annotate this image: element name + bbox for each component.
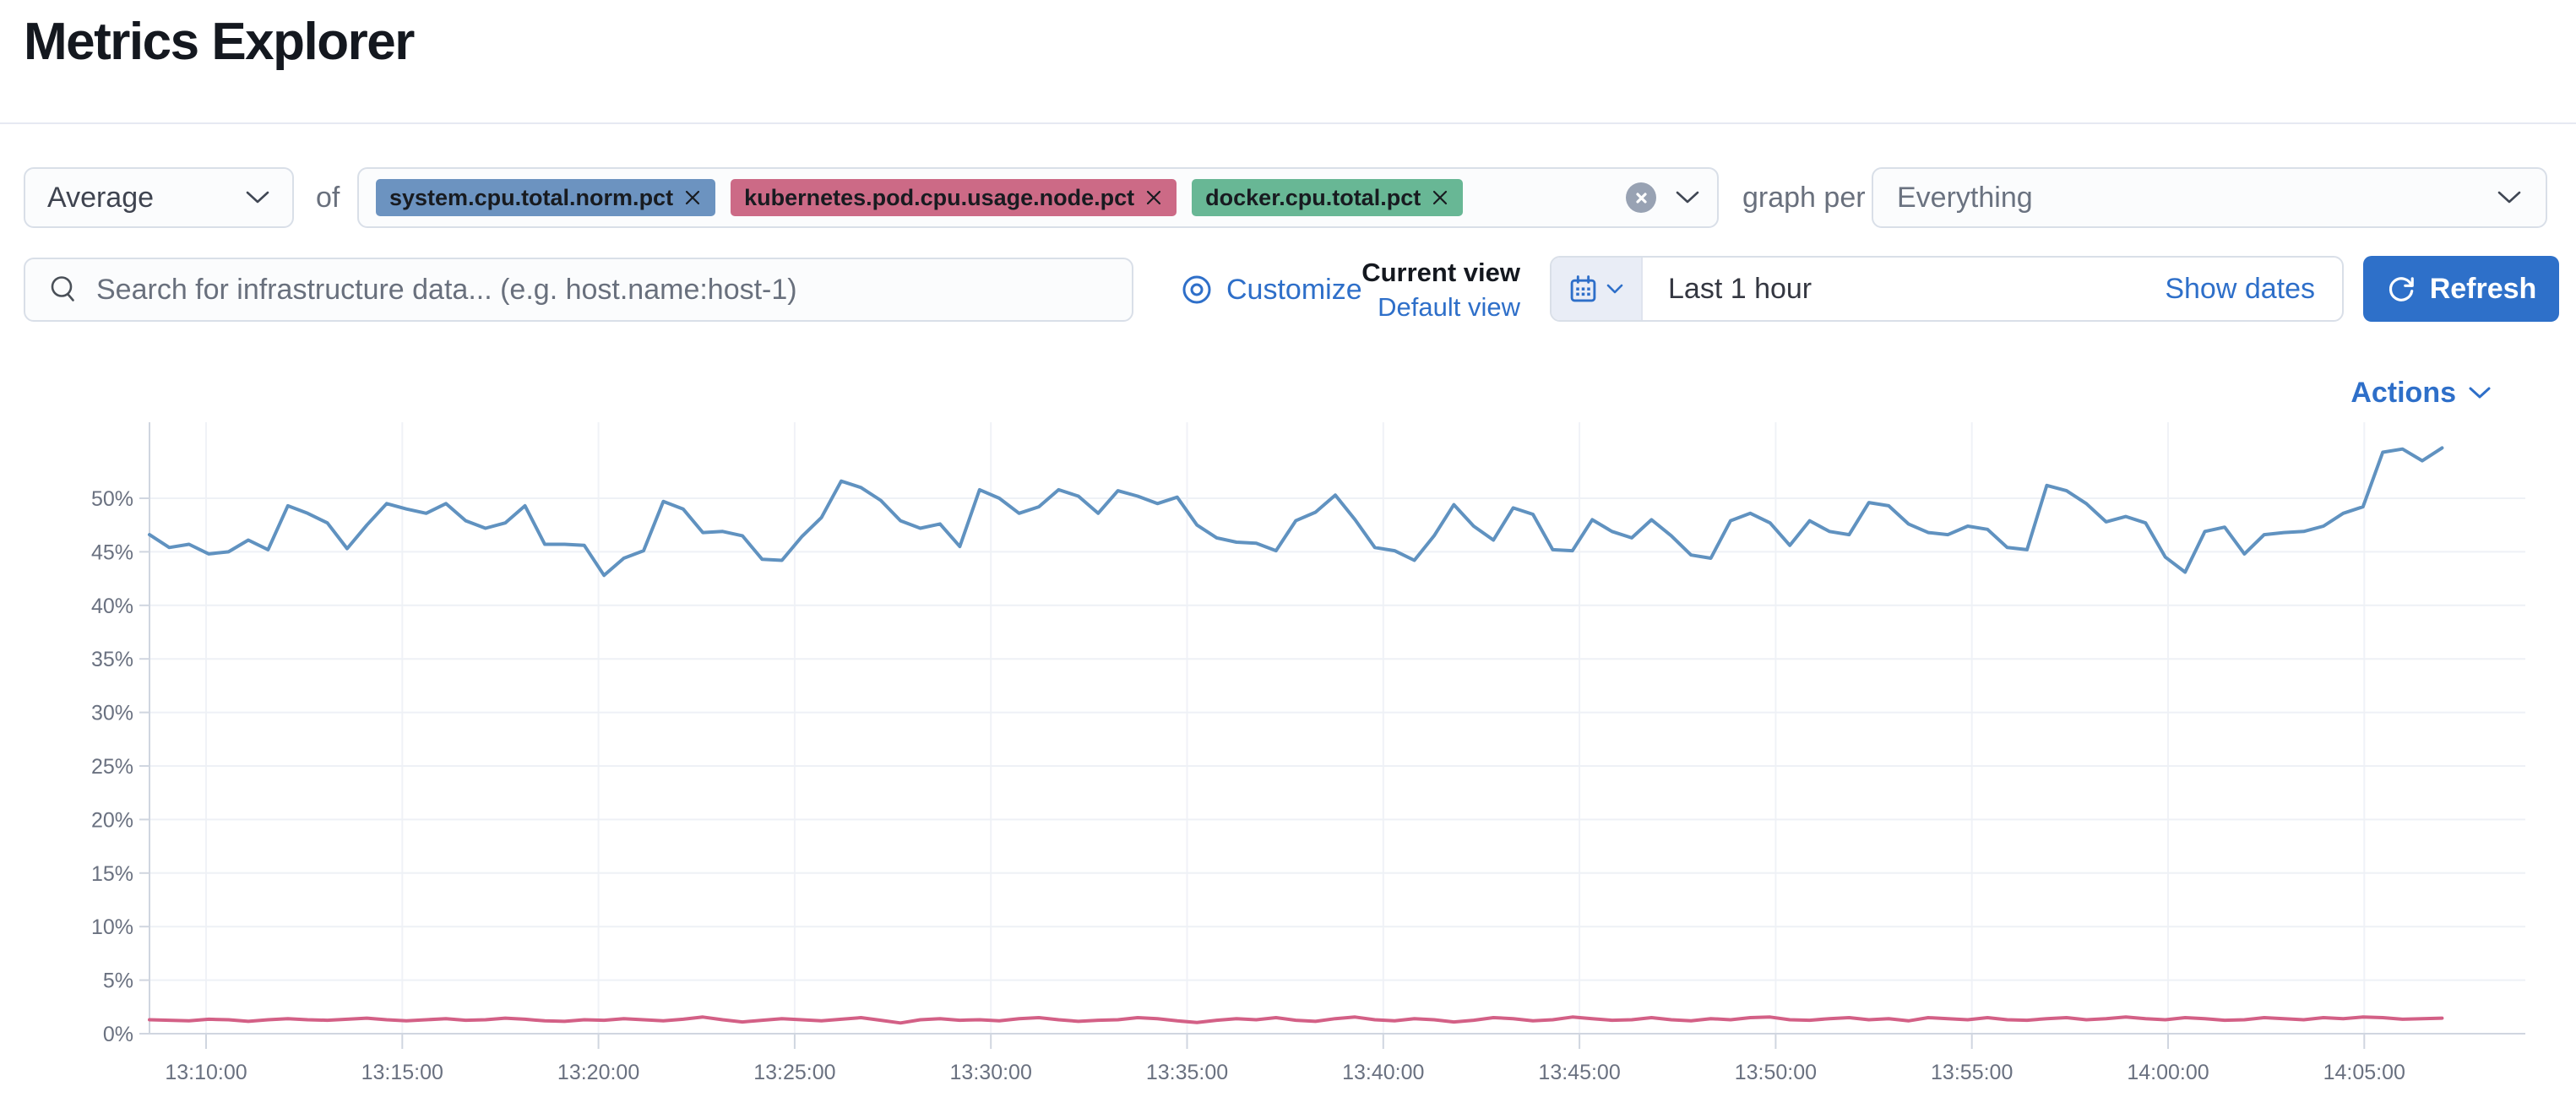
graph-per-label: graph per: [1742, 181, 1866, 214]
metrics-combobox[interactable]: system.cpu.total.norm.pct kubernetes.pod…: [357, 167, 1719, 228]
of-label: of: [316, 181, 340, 214]
svg-text:13:40:00: 13:40:00: [1342, 1061, 1424, 1084]
chevron-down-icon: [246, 191, 269, 204]
svg-text:20%: 20%: [91, 808, 133, 832]
metric-badge-kubernetes-pod-cpu: kubernetes.pod.cpu.usage.node.pct: [731, 179, 1177, 216]
customize-label: Customize: [1226, 273, 1362, 306]
header-divider: [0, 122, 2576, 124]
svg-text:13:20:00: 13:20:00: [557, 1061, 639, 1084]
svg-text:13:30:00: 13:30:00: [950, 1061, 1032, 1084]
svg-text:5%: 5%: [103, 970, 133, 993]
search-bar: [24, 258, 1133, 322]
svg-text:13:45:00: 13:45:00: [1538, 1061, 1620, 1084]
svg-text:25%: 25%: [91, 755, 133, 779]
calendar-menu-button[interactable]: [1552, 258, 1643, 320]
svg-text:13:55:00: 13:55:00: [1931, 1061, 2013, 1084]
svg-text:50%: 50%: [91, 487, 133, 511]
svg-text:14:00:00: 14:00:00: [2127, 1061, 2209, 1084]
chevron-down-icon: [2469, 387, 2491, 399]
view-switcher: Current view Default view: [1318, 256, 1520, 325]
remove-metric-icon[interactable]: [1431, 188, 1449, 207]
metric-badge-label: system.cpu.total.norm.pct: [389, 184, 674, 210]
svg-text:15%: 15%: [91, 862, 133, 886]
svg-text:0%: 0%: [103, 1023, 133, 1046]
svg-text:45%: 45%: [91, 540, 133, 564]
metric-badge-docker-cpu: docker.cpu.total.pct: [1192, 179, 1464, 216]
default-view-link[interactable]: Default view: [1378, 292, 1520, 322]
aggregation-value: Average: [47, 181, 155, 214]
group-by-select[interactable]: Everything: [1872, 167, 2547, 228]
svg-text:10%: 10%: [91, 915, 133, 939]
customize-button[interactable]: Customize: [1181, 258, 1362, 322]
remove-metric-icon[interactable]: [1144, 188, 1163, 207]
chevron-down-icon: [2497, 191, 2521, 204]
svg-text:35%: 35%: [91, 648, 133, 671]
svg-text:13:15:00: 13:15:00: [361, 1061, 443, 1084]
svg-text:40%: 40%: [91, 595, 133, 618]
eye-target-icon: [1182, 275, 1211, 304]
page-title: Metrics Explorer: [24, 13, 415, 71]
actions-menu-button[interactable]: Actions: [2350, 377, 2492, 410]
refresh-icon: [2389, 277, 2414, 301]
svg-text:14:05:00: 14:05:00: [2323, 1061, 2405, 1084]
metrics-line-chart[interactable]: 13:10:00 13:15:00 13:20:00 13:25:00 13:30:00…: [0, 372, 2576, 1108]
current-view-label: Current view: [1361, 258, 1520, 287]
svg-text:13:50:00: 13:50:00: [1735, 1061, 1817, 1084]
calendar-icon: [1570, 274, 1596, 301]
metric-badge-system-cpu: system.cpu.total.norm.pct: [376, 179, 716, 216]
remove-metric-icon[interactable]: [683, 188, 702, 207]
metric-badge-label: docker.cpu.total.pct: [1205, 184, 1421, 210]
chevron-down-icon[interactable]: [1675, 190, 1700, 205]
group-by-value: Everything: [1897, 181, 2033, 214]
svg-text:30%: 30%: [91, 702, 133, 725]
show-dates-button[interactable]: Show dates: [2160, 272, 2320, 307]
actions-label: Actions: [2350, 377, 2456, 409]
date-picker: Last 1 hour Show dates: [1550, 256, 2344, 322]
refresh-button[interactable]: Refresh: [2363, 256, 2559, 322]
time-range-value[interactable]: Last 1 hour: [1668, 272, 1812, 305]
aggregation-select[interactable]: Average: [24, 167, 294, 228]
chevron-down-icon: [1606, 284, 1623, 294]
clear-all-metrics-icon[interactable]: [1626, 182, 1656, 213]
svg-text:13:25:00: 13:25:00: [753, 1061, 835, 1084]
metric-badge-label: kubernetes.pod.cpu.usage.node.pct: [744, 184, 1135, 210]
svg-text:13:10:00: 13:10:00: [165, 1061, 247, 1084]
search-input[interactable]: [95, 272, 1111, 307]
search-icon: [51, 276, 74, 301]
metrics-chart[interactable]: 13:10:00 13:15:00 13:20:00 13:25:00 13:30:00…: [0, 372, 2576, 1108]
svg-text:13:35:00: 13:35:00: [1146, 1061, 1228, 1084]
refresh-label: Refresh: [2429, 272, 2537, 305]
